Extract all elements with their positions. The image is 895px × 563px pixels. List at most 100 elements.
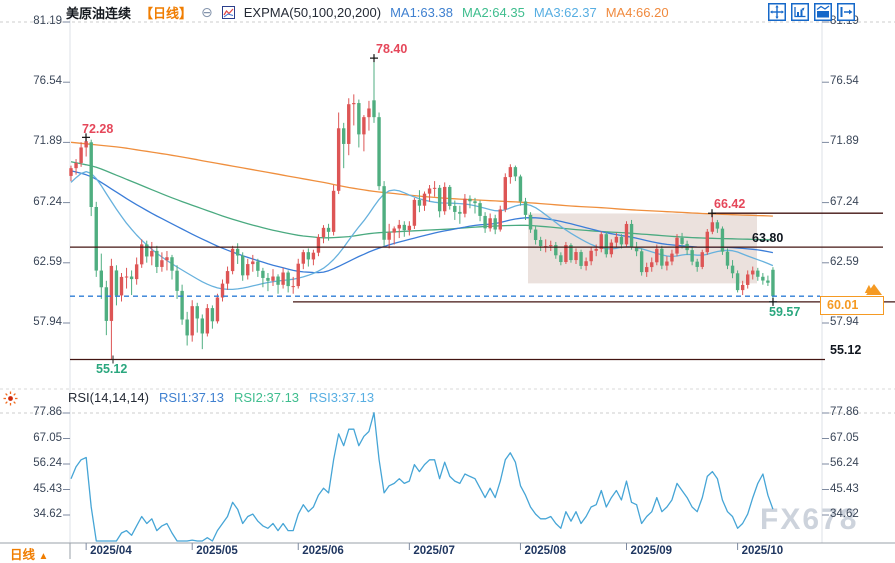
rsi-axis-label-left: 67.05 [33, 431, 62, 444]
ma3-value: MA3:62.37 [533, 5, 597, 20]
candle-body [119, 276, 124, 296]
candle-body [690, 250, 694, 262]
candle-body [230, 248, 235, 272]
candle-body [453, 205, 457, 212]
pan-crosshair-icon[interactable] [768, 3, 786, 21]
candle-body [761, 276, 765, 281]
candle-body [109, 265, 114, 321]
candle-body [700, 252, 704, 267]
candle-body [609, 242, 614, 255]
candle-body [655, 248, 659, 263]
candle-body [352, 103, 356, 105]
footer-period-selector[interactable]: 日线 ▲ [10, 544, 48, 563]
ma100-line [70, 161, 773, 241]
zoom-reset-icon[interactable] [791, 3, 809, 21]
rsi-axis-label-left: 56.24 [33, 457, 62, 469]
rsi-axis-label-right: 45.43 [830, 482, 859, 495]
footer-period-label[interactable]: 日线 [10, 548, 36, 562]
candle-body [301, 252, 305, 264]
candle-body [150, 250, 154, 257]
candle-body [220, 283, 225, 298]
candle-body [266, 277, 270, 281]
indicator-mini-chart-icon [221, 6, 235, 19]
candle-body [235, 248, 240, 256]
rsi-header: RSI(14,14,14) RSI1:37.13 RSI2:37.13 RSI3… [68, 390, 374, 405]
indicator-label[interactable]: EXPMA(50,100,20,200) [243, 5, 382, 20]
rsi-axis-label-left: 34.62 [33, 508, 62, 520]
annotation-low-april: 55.12 [96, 362, 128, 376]
candle-body [740, 284, 745, 291]
candle-body [402, 224, 406, 231]
candle-body [589, 250, 593, 262]
candle-body [74, 162, 78, 169]
candle-body [134, 264, 139, 280]
candle-body [574, 252, 578, 261]
ma200-line [70, 141, 773, 217]
collapse-icon[interactable]: ⊖ [201, 4, 213, 20]
candle-body [306, 252, 311, 260]
candle-body [342, 128, 346, 144]
candle-body [670, 253, 674, 262]
candle-body [559, 255, 563, 263]
rsi-label[interactable]: RSI(14,14,14) [68, 390, 149, 405]
price-axis-label-left: 57.94 [33, 315, 62, 328]
price-axis-label-left: 76.54 [33, 75, 62, 88]
candle-body [412, 199, 417, 226]
price-arrow-icon [866, 284, 882, 295]
candle-body [584, 261, 588, 266]
candle-body [331, 190, 336, 232]
candle-body [443, 186, 447, 212]
candle-body [94, 206, 98, 271]
candle-body [180, 290, 184, 320]
candle-body [513, 167, 518, 177]
footer-period-arrow-icon[interactable]: ▲ [38, 551, 49, 562]
candle-body [427, 188, 432, 194]
candle-body [104, 287, 109, 321]
rsi-axis-label-right: 34.62 [830, 508, 859, 520]
rsi2-value: RSI2:37.13 [233, 390, 300, 405]
annotation-high-april: 72.28 [82, 122, 114, 136]
candle-body [458, 211, 462, 214]
page-forward-icon[interactable] [837, 3, 855, 21]
watermark: FX678 [760, 503, 859, 536]
candle-body [79, 147, 83, 163]
symbol-title: 美原油连续 [66, 6, 132, 21]
candle-body [372, 100, 376, 118]
ma1-value: MA1:63.38 [390, 5, 453, 20]
candle-body [665, 261, 669, 266]
price-axis-label-left: 71.89 [33, 135, 62, 148]
zoom-active-icon[interactable] [814, 3, 832, 21]
period-badge[interactable]: 【日线】 [140, 6, 193, 21]
price-axis-label-left: 62.59 [33, 255, 62, 268]
candle-body [463, 198, 467, 214]
candle-body [751, 270, 755, 275]
candle-body [190, 306, 194, 336]
candle-body [771, 269, 775, 297]
candle-body [629, 223, 634, 248]
candle-body [528, 214, 533, 230]
rsi-axis-label-right: 67.05 [830, 431, 859, 444]
candle-body [710, 222, 715, 232]
candle-body [281, 272, 285, 285]
price-axis-label-right: 57.94 [830, 315, 859, 328]
candle-body [382, 186, 386, 240]
candle-body [473, 201, 477, 204]
price-up-arrow-icon: ▲ [862, 280, 876, 296]
candle-body [448, 186, 452, 206]
candle-body [437, 187, 442, 212]
candle-body [195, 306, 199, 319]
rsi-settings-sun-icon[interactable] [3, 391, 18, 406]
candle-body [140, 244, 144, 265]
ma4-value: MA4:66.20 [605, 5, 669, 20]
candle-body [478, 203, 482, 216]
ma2-value: MA2:64.35 [461, 5, 525, 20]
candle-body [407, 225, 412, 231]
candle-body [508, 167, 513, 178]
candle-body [554, 245, 558, 256]
candle-body [251, 261, 255, 265]
candle-body [225, 271, 230, 284]
candle-body [432, 187, 437, 189]
candle-body [377, 117, 381, 187]
candle-body [518, 176, 523, 202]
